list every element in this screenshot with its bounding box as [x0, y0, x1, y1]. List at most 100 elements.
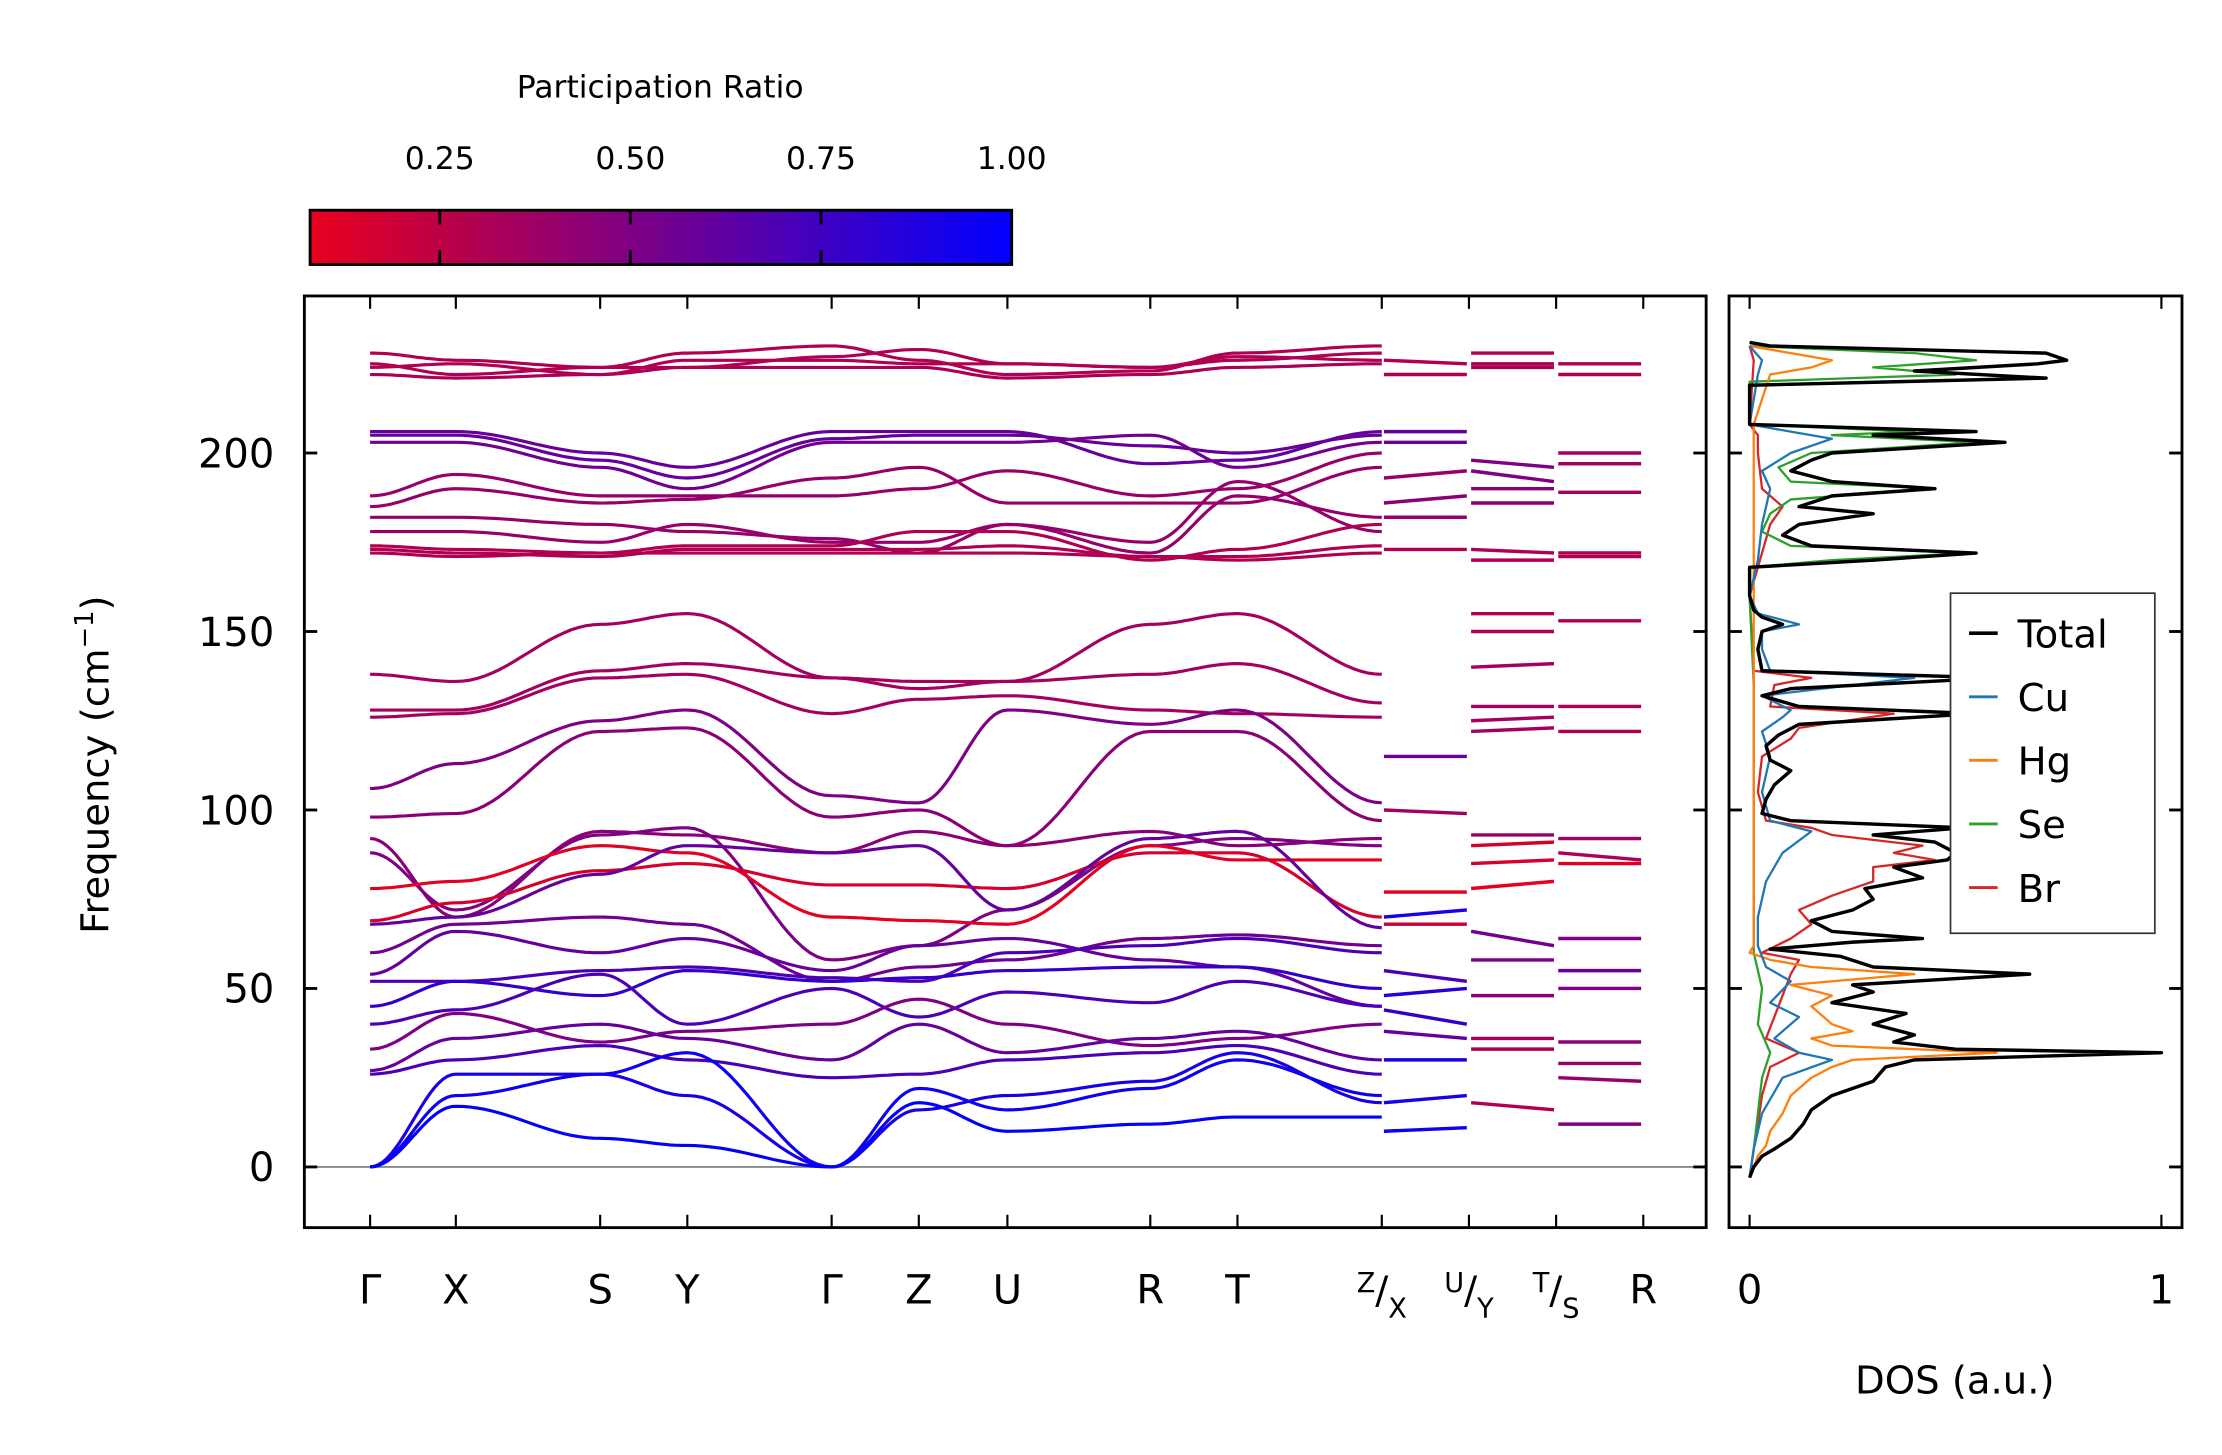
phonon-band-segment [1383, 1008, 1468, 1026]
phonon-band-segment [1470, 469, 1555, 484]
phonon-band [370, 965, 1382, 1008]
phonon-band [370, 433, 1382, 480]
legend-label-br: Br [2018, 867, 2060, 912]
band-axes-frame [302, 294, 1708, 1230]
colorbar-tick-label: 0.50 [595, 141, 665, 177]
phonon-band [370, 551, 1382, 562]
colorbar-tick-label: 0.75 [786, 141, 856, 177]
dos-x-tick-label: 0 [1737, 1267, 1762, 1313]
x-tick-label: U/Y [1444, 1268, 1494, 1325]
phonon-band [370, 972, 1382, 1026]
phonon-band-segment [1471, 547, 1555, 555]
phonon-bands [369, 344, 1642, 1169]
dos-x-axis-label: DOS (a.u.) [1855, 1358, 2055, 1403]
legend-label-se: Se [2018, 803, 2066, 848]
phonon-band-segment [1383, 1125, 1467, 1133]
legend-label-hg: Hg [2018, 740, 2071, 785]
phonon-band-segment [1383, 986, 1467, 998]
dos-axes-frame [1727, 294, 2184, 1230]
phonon-band-segment [1383, 358, 1467, 366]
x-tick-label: Z/X [1357, 1268, 1407, 1325]
phonon-band [370, 915, 1382, 983]
phonon-band [370, 851, 1382, 923]
x-tick-label: R [1629, 1267, 1657, 1313]
phonon-band [370, 429, 1382, 469]
phonon-band [370, 362, 1382, 380]
y-tick-label: 200 [198, 431, 274, 477]
dos-curves [1747, 340, 2164, 1179]
y-axis-label: Frequency (cm−1) [70, 595, 119, 933]
colorbar: Participation Ratio 0.25 0.50 0.75 1.00 [308, 69, 1047, 266]
phonon-band-segment [1383, 494, 1467, 505]
phonon-band-segment [1470, 1100, 1555, 1112]
y-tick-label: 100 [198, 788, 274, 834]
legend: Total Cu Hg Se Br [1949, 592, 2156, 935]
phonon-band [370, 672, 1382, 719]
phonon-band [369, 1022, 1382, 1073]
phonon-band [370, 433, 1382, 491]
band-axis-ticks: Γ X S Y Γ Z U R T Z/X U/Y T/S R 0 50 100 150 200 [198, 295, 1707, 1325]
y-tick-label: 150 [198, 610, 274, 656]
band-structure-plot: Γ X S Y Γ Z U R T Z/X U/Y T/S R 0 50 100 150 200 Frequenc… [70, 294, 1708, 1325]
x-tick-label: X [442, 1267, 469, 1313]
x-tick-label: Γ [359, 1267, 382, 1313]
colorbar-gradient [308, 208, 1014, 266]
phonon-band-segment [1383, 908, 1467, 919]
phonon-band-segment [1470, 929, 1555, 948]
dos-x-tick-label: 1 [2149, 1267, 2174, 1313]
phonon-band-segment [1471, 840, 1555, 848]
phonon-band-segment [1383, 968, 1468, 984]
x-tick-label: Z [905, 1267, 932, 1313]
x-tick-label: S [587, 1267, 612, 1313]
phonon-band-segment [1558, 851, 1642, 862]
dos-curve-se [1748, 344, 1978, 1178]
phonon-band-segment [1383, 1029, 1467, 1041]
phonon-band [370, 347, 1382, 377]
phonon-band [369, 1101, 1382, 1169]
colorbar-ticks: 0.25 0.50 0.75 1.00 [405, 141, 1047, 177]
phonon-band [369, 1051, 1382, 1169]
phonon-band [369, 997, 1382, 1051]
colorbar-tick-label: 0.25 [405, 141, 475, 177]
phonon-band [370, 480, 1382, 544]
legend-frame [1949, 592, 2156, 935]
phonon-band-segment [1470, 458, 1555, 470]
phonon-band [370, 465, 1382, 509]
y-tick-label: 50 [223, 967, 274, 1013]
x-tick-label: Γ [820, 1267, 843, 1313]
phonon-band [370, 929, 1382, 1008]
phonon-band-segment [1383, 1093, 1467, 1105]
phonon-band [370, 829, 1382, 930]
dos-curve-hg [1748, 344, 1998, 1179]
phonon-band [369, 829, 1382, 919]
phonon-band [370, 612, 1382, 684]
phonon-band-segment [1471, 661, 1555, 669]
phonon-band [370, 662, 1382, 712]
phonon-band [370, 726, 1382, 848]
phonon-band [370, 451, 1382, 498]
x-tick-label: U [993, 1267, 1022, 1313]
dos-curve-total [1747, 340, 2164, 1179]
x-tick-label: Y [674, 1267, 700, 1313]
phonon-band [370, 351, 1382, 377]
phonon-band-segment [1471, 858, 1555, 866]
phonon-band [370, 494, 1382, 555]
phonon-band-segment [1471, 715, 1555, 723]
phonon-band [370, 522, 1382, 562]
dos-curve-cu [1748, 345, 1916, 1178]
phonon-band-segment [1383, 469, 1467, 480]
legend-label-total: Total [2017, 612, 2108, 657]
x-tick-label: R [1136, 1267, 1164, 1313]
colorbar-tick-label: 1.00 [977, 141, 1047, 177]
dos-curve-br [1748, 345, 1937, 1178]
phonon-band [369, 826, 1382, 962]
phonon-band-segment [1470, 879, 1555, 891]
phonon-band-segment [1558, 1075, 1642, 1083]
phonon-band [369, 1051, 1382, 1169]
colorbar-title: Participation Ratio [517, 69, 804, 105]
phonon-band [370, 708, 1382, 805]
phonon-band-segment [1471, 726, 1555, 734]
